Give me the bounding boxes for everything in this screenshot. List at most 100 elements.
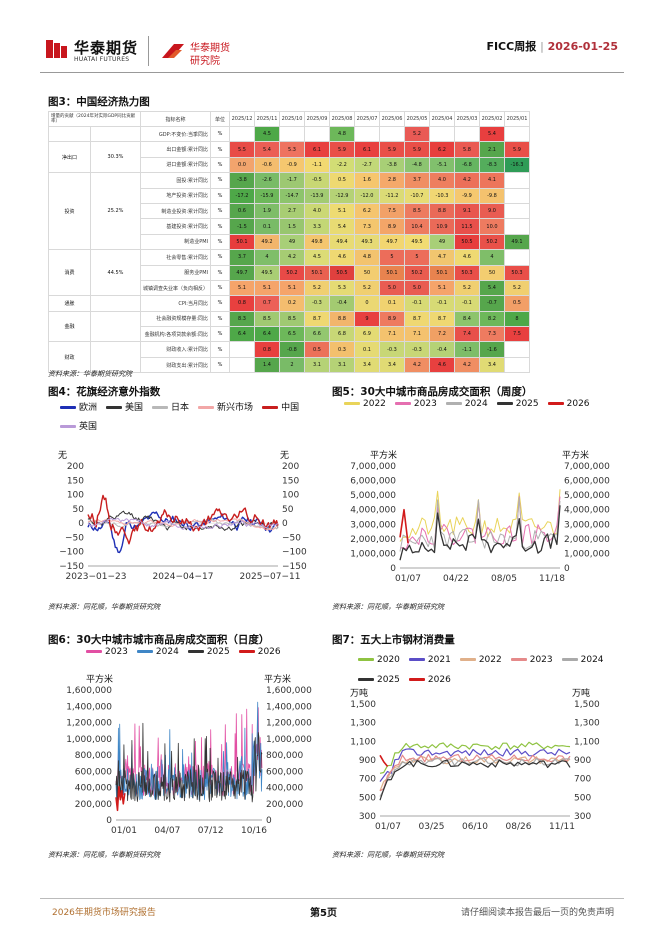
legend-item: 欧洲 — [60, 399, 97, 418]
x-tick-label: 08/26 — [506, 822, 532, 832]
heatmap-cell: 4.6 — [329, 249, 355, 266]
legend-swatch — [86, 650, 102, 653]
heatmap-cell: 0.8 — [254, 341, 280, 358]
heatmap-cell: 7.2 — [429, 326, 455, 343]
heatmap-cell: 5.3 — [279, 141, 305, 158]
heatmap-cell: 10.0 — [479, 218, 505, 235]
heatmap-cell: -0.7 — [479, 295, 505, 312]
heatmap-cell: -10.7 — [404, 187, 430, 204]
heatmap-cell: 6.2 — [429, 141, 455, 158]
legend-swatch — [394, 402, 411, 405]
y-tick-label: 1,100 — [350, 737, 376, 747]
x-tick-label: 04/22 — [443, 574, 469, 584]
heatmap-cell: 4.2 — [454, 356, 480, 374]
heatmap-cell: 50.1 — [229, 233, 255, 251]
legend-item: 2020 — [358, 650, 400, 670]
heatmap-cell: 50.5 — [329, 264, 355, 281]
heatmap-cell: 8.9 — [379, 310, 405, 328]
legend-swatch — [152, 406, 169, 409]
heatmap-row: 服务业PMI% 49.7 49.5 50.2 50.1 50.5 50 50.1 50.2 50.… — [49, 264, 530, 281]
y-tick-label: 50 — [282, 505, 294, 515]
col-header-indicator: 指标名称 — [140, 111, 211, 127]
heatmap-cell: 0.1 — [379, 295, 405, 312]
heatmap-cell: -17.2 — [229, 187, 255, 204]
heatmap-cell — [504, 125, 530, 143]
heatmap-cell: -1.7 — [279, 172, 305, 189]
group-share — [90, 125, 141, 143]
y-tick-label: 1,000,000 — [350, 549, 396, 559]
heatmap-row: 制造业投资:累计同比% 0.6 1.9 2.7 4.0 5.1 6.2 7.5 8.5 8.8 9.… — [49, 202, 530, 220]
y-tick-label: 3,000,000 — [564, 520, 610, 530]
heatmap-cell: 49.5 — [404, 233, 430, 251]
indicator-unit: % — [210, 264, 230, 281]
y-tick-label: 1,000,000 — [66, 735, 112, 745]
logo-divider — [148, 36, 149, 66]
month-header: 2025/12 — [229, 111, 255, 127]
heatmap-cell — [229, 125, 255, 143]
heatmap-cell: -0.3 — [404, 341, 430, 358]
heatmap-cell: -8.3 — [479, 156, 505, 174]
heatmap-cell: 7.1 — [404, 326, 430, 343]
heatmap-cell: 10.9 — [429, 218, 455, 235]
heatmap-cell: 0.6 — [229, 202, 255, 220]
legend-swatch — [187, 650, 204, 653]
heatmap-cell: 8.4 — [454, 310, 480, 328]
indicator-name: 制造业投资:累计同比 — [140, 202, 211, 220]
y-unit-right: 平方米 — [264, 673, 291, 685]
legend-label: 2023 — [529, 655, 553, 665]
y-tick-label: 900 — [574, 756, 591, 766]
series-line — [87, 511, 279, 554]
y-tick-label: 1,400,000 — [66, 702, 112, 712]
heatmap-cell: 49.3 — [354, 233, 380, 251]
y-tick-label: 1,500 — [350, 700, 376, 710]
indicator-name: CPI:当月同比 — [140, 295, 211, 312]
header-rule — [40, 72, 624, 73]
legend-label: 2021 — [427, 655, 451, 665]
series-line — [399, 497, 561, 552]
heatmap-cell: 1.9 — [254, 202, 280, 220]
series-line — [379, 759, 571, 801]
y-tick-label: 900 — [359, 756, 376, 766]
heatmap-cell — [429, 125, 455, 143]
x-tick-label: 2024−04−17 — [153, 572, 214, 582]
y-tick-label: 200 — [282, 462, 299, 472]
legend-label: 2025 — [515, 399, 539, 409]
heatmap-cell: 7.5 — [504, 326, 530, 343]
month-header: 2025/07 — [354, 111, 380, 127]
y-tick-label: −100 — [282, 548, 307, 558]
heatmap-cell — [504, 172, 530, 189]
heatmap-cell: 50 — [479, 264, 505, 281]
heatmap-cell: 6.2 — [354, 202, 380, 220]
heatmap-row: 金融 社会融资规模存量:同比% 8.3 8.5 8.5 8.7 8.8 9 8.9 8.7 8.7 8… — [48, 310, 530, 343]
heatmap-cell: 9.1 — [454, 202, 480, 220]
heatmap-cell: 6.8 — [329, 326, 355, 343]
heatmap-cell: 5.0 — [379, 279, 405, 297]
heatmap-cell: 4.2 — [279, 249, 305, 266]
heatmap-cell: 49.7 — [229, 264, 255, 281]
indicator-unit: % — [210, 279, 230, 297]
y-tick-label: 1,200,000 — [266, 719, 312, 729]
fig5-legend: 2022 2023 2024 2025 2026 — [344, 399, 634, 409]
fig6-source: 资料来源：同花顺，华泰期货研究院 — [48, 851, 160, 859]
heatmap-cell: 5.4 — [254, 141, 280, 158]
legend-label: 2024 — [464, 399, 488, 409]
legend-swatch — [561, 658, 578, 661]
indicator-unit: % — [210, 341, 230, 358]
heatmap-cell: -15.9 — [254, 187, 280, 204]
x-tick-label: 01/07 — [375, 822, 401, 832]
series-line — [399, 505, 561, 561]
y-tick-label: 1,200,000 — [66, 719, 112, 729]
legend-item: 2026 — [547, 399, 590, 409]
footer-right: 请仔细阅读本报告最后一页的免责声明 — [460, 908, 614, 918]
heatmap-cell: 4.2 — [404, 356, 430, 374]
heatmap-cell: 5.4 — [479, 125, 505, 143]
series-line — [379, 754, 389, 768]
heatmap-cell: 0.0 — [229, 156, 255, 174]
x-tick-label: 01/07 — [395, 574, 421, 584]
heatmap-cell: 0.5 — [304, 341, 330, 358]
y-unit-left: 平方米 — [370, 449, 397, 461]
legend-label: 新兴市场 — [217, 403, 254, 413]
heatmap-cell: 8.8 — [429, 202, 455, 220]
heatmap-cell: -9.8 — [479, 187, 505, 204]
report-title: FICC周报 | 2026-01-25 — [486, 38, 618, 54]
